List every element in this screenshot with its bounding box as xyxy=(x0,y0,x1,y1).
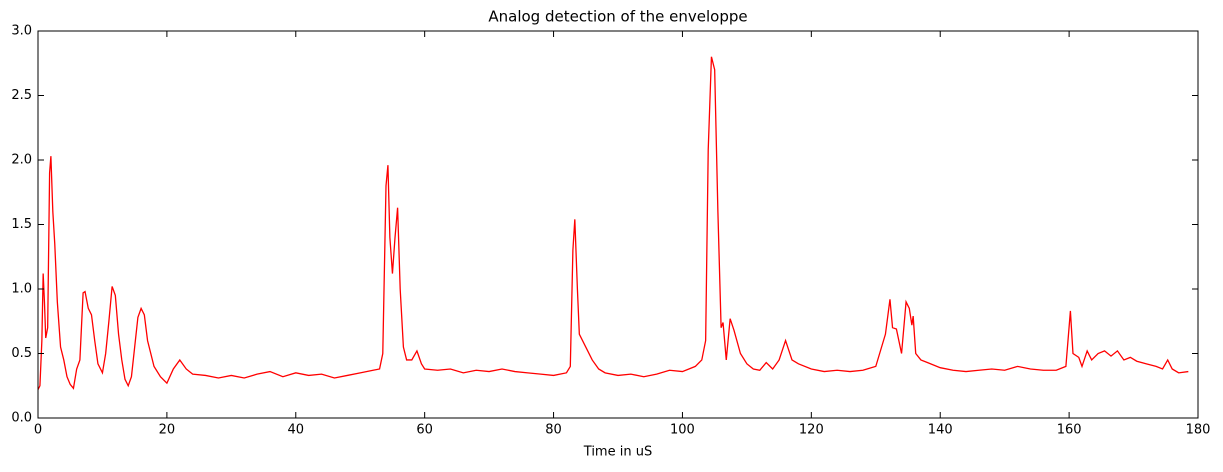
x-tick-label: 40 xyxy=(288,423,305,438)
x-tick-label: 60 xyxy=(416,423,433,438)
x-tick-label: 0 xyxy=(34,423,42,438)
x-tick-label: 80 xyxy=(545,423,562,438)
x-tick-label: 100 xyxy=(670,423,695,438)
x-tick-label: 180 xyxy=(1186,423,1211,438)
y-tick-label: 2.5 xyxy=(11,88,32,103)
y-tick-label: 2.0 xyxy=(11,153,32,168)
data-line xyxy=(37,56,1189,390)
x-tick-label: 160 xyxy=(1057,423,1082,438)
x-axis-label: Time in uS xyxy=(583,445,652,460)
y-tick-label: 1.0 xyxy=(11,282,32,297)
y-tick-label: 0.5 xyxy=(11,346,32,361)
chart-title: Analog detection of the enveloppe xyxy=(488,8,747,26)
y-tick-label: 1.5 xyxy=(11,217,32,232)
x-tick-label: 120 xyxy=(799,423,824,438)
x-tick-label: 140 xyxy=(928,423,953,438)
x-tick-label: 20 xyxy=(159,423,176,438)
y-tick-label: 0.0 xyxy=(11,411,32,426)
y-tick-label: 3.0 xyxy=(11,24,32,39)
